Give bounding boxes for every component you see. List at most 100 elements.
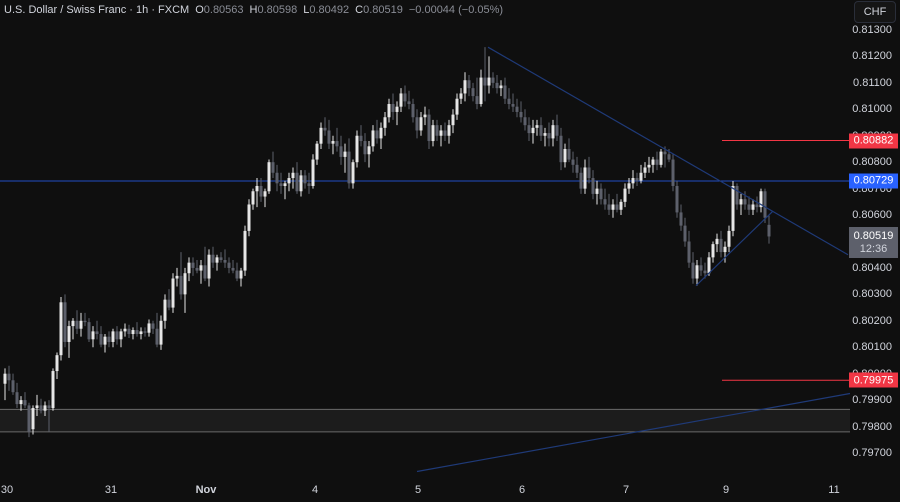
candle [727, 225, 731, 253]
candle [615, 193, 619, 213]
candle [463, 72, 467, 102]
candle [203, 246, 207, 282]
candle [123, 323, 127, 337]
candle [79, 312, 83, 337]
candle [627, 178, 631, 194]
candle [655, 151, 659, 171]
candle [31, 405, 35, 435]
candle [155, 312, 159, 348]
candle-body [279, 183, 283, 186]
candle-body [739, 199, 743, 205]
close-label: C [355, 4, 364, 16]
candle [259, 178, 263, 202]
candle [139, 327, 143, 340]
candle-body [191, 262, 195, 268]
candle-body [667, 154, 671, 160]
candle [199, 260, 203, 284]
price-tick: 0.81100 [853, 76, 892, 89]
candle-body [559, 135, 563, 163]
candle-body [755, 204, 759, 208]
candle [43, 401, 47, 416]
candle-body [19, 400, 23, 405]
candle-body [143, 331, 147, 333]
candle [207, 249, 211, 287]
candle [443, 122, 447, 142]
candle-body [403, 93, 407, 102]
candle-body [439, 130, 443, 136]
candle [299, 170, 303, 197]
candle [671, 154, 675, 192]
candle-body [735, 185, 739, 205]
candle [451, 109, 455, 134]
candle-body [319, 127, 323, 144]
candle-body [251, 191, 255, 205]
candle [239, 267, 243, 287]
horizontal-levels [0, 140, 850, 381]
candle [539, 117, 543, 142]
candle-body [299, 175, 303, 192]
candle-body [91, 331, 95, 340]
candle-body [647, 164, 651, 168]
candle [643, 162, 647, 179]
candle-body [763, 191, 767, 218]
candle [171, 273, 175, 313]
candle-body [263, 191, 267, 197]
time-tick: 7 [622, 484, 630, 496]
time-tick: 9 [722, 484, 730, 496]
candle [715, 233, 719, 253]
candle [3, 368, 7, 401]
candle [535, 119, 539, 136]
price-tick: 0.80200 [852, 314, 892, 327]
candle [191, 257, 195, 276]
candle-body [355, 135, 359, 163]
candle-body [183, 273, 187, 295]
candle-body [651, 159, 655, 165]
candle-body [675, 185, 679, 213]
candle [607, 193, 611, 216]
candle-body [443, 130, 447, 136]
symbol-title[interactable]: U.S. Dollar / Swiss Franc · 1h · FXCM [4, 4, 190, 16]
candle [95, 320, 99, 340]
candle-body [31, 408, 35, 430]
candle-body [499, 85, 503, 89]
candle-body [351, 162, 355, 184]
candle [307, 172, 311, 194]
candle-body [51, 371, 55, 409]
candle-body [527, 125, 531, 134]
candle [419, 111, 423, 136]
candle-body [67, 326, 71, 342]
candle [383, 111, 387, 136]
candle [255, 178, 259, 208]
time-tick: 5 [414, 484, 422, 496]
candle [223, 249, 227, 268]
candle-body [231, 267, 235, 271]
trendlines[interactable] [416, 46, 851, 473]
candle-body [539, 125, 543, 136]
candle-body [507, 98, 511, 105]
candle-body [283, 183, 287, 186]
candle [335, 127, 339, 152]
candle-body [347, 151, 351, 184]
candle-body [363, 141, 367, 155]
candle-body [467, 80, 471, 89]
candle-body [471, 88, 475, 97]
candle-body [567, 148, 571, 160]
candle [23, 392, 27, 409]
candle-body [27, 405, 31, 432]
candle-body [119, 331, 123, 340]
open-value: 0.80563 [203, 4, 244, 16]
candle-body [607, 204, 611, 210]
candle-body [555, 125, 559, 136]
currency-button[interactable]: CHF [854, 1, 896, 23]
candle-body [195, 267, 199, 271]
candle-body [3, 373, 7, 384]
time-tick: 4 [311, 484, 319, 496]
close-value: 0.80519 [363, 4, 403, 16]
candle-body [39, 405, 43, 411]
candle [699, 257, 703, 276]
candle [327, 119, 331, 149]
candle [703, 262, 707, 279]
candle [455, 93, 459, 120]
candle-body [627, 183, 631, 189]
